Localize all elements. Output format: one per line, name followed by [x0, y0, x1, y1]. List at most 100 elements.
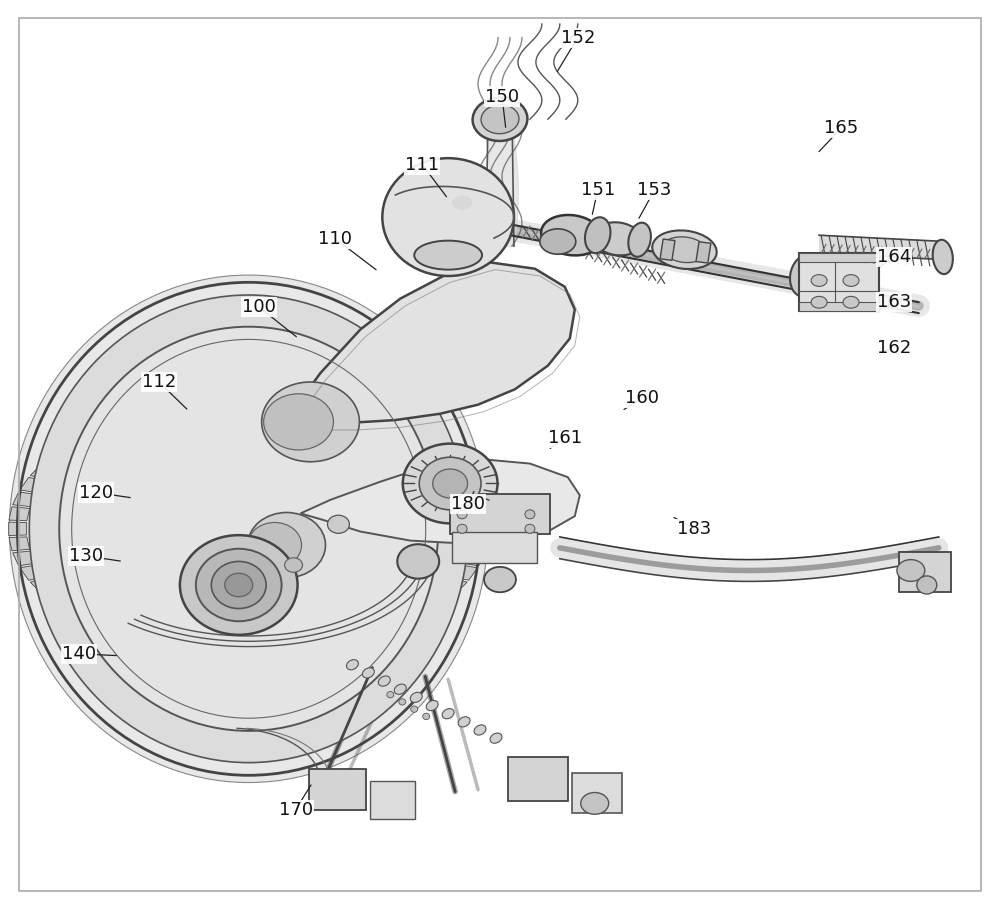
- Polygon shape: [102, 623, 132, 637]
- Ellipse shape: [474, 724, 486, 735]
- Polygon shape: [452, 564, 478, 580]
- Ellipse shape: [452, 195, 472, 210]
- Ellipse shape: [327, 515, 349, 534]
- Bar: [660, 239, 675, 260]
- Ellipse shape: [484, 567, 516, 593]
- Ellipse shape: [225, 574, 253, 597]
- Polygon shape: [291, 642, 318, 654]
- Ellipse shape: [378, 676, 390, 686]
- Bar: [572, 773, 622, 814]
- Ellipse shape: [285, 558, 303, 573]
- Polygon shape: [80, 429, 110, 445]
- Ellipse shape: [897, 560, 925, 582]
- Polygon shape: [452, 477, 478, 493]
- Ellipse shape: [811, 275, 827, 286]
- Bar: [899, 553, 951, 593]
- Ellipse shape: [457, 510, 467, 519]
- Ellipse shape: [581, 793, 609, 814]
- Polygon shape: [317, 637, 346, 651]
- Ellipse shape: [59, 326, 438, 731]
- Ellipse shape: [426, 701, 438, 711]
- Polygon shape: [20, 564, 45, 580]
- Bar: [309, 769, 366, 810]
- Polygon shape: [425, 591, 453, 607]
- Ellipse shape: [662, 237, 707, 263]
- Ellipse shape: [811, 296, 827, 308]
- Ellipse shape: [362, 668, 374, 678]
- Ellipse shape: [382, 158, 514, 276]
- Polygon shape: [342, 413, 371, 427]
- Bar: [370, 781, 415, 819]
- Polygon shape: [291, 263, 575, 423]
- Ellipse shape: [457, 524, 467, 534]
- Bar: [696, 242, 711, 263]
- Polygon shape: [30, 578, 57, 594]
- Bar: [799, 254, 879, 263]
- Polygon shape: [342, 631, 371, 644]
- Polygon shape: [407, 603, 437, 618]
- Polygon shape: [61, 603, 90, 618]
- Polygon shape: [462, 492, 485, 506]
- Polygon shape: [468, 507, 488, 521]
- Ellipse shape: [387, 692, 394, 698]
- Ellipse shape: [481, 105, 519, 134]
- Ellipse shape: [652, 230, 717, 269]
- Polygon shape: [61, 439, 90, 455]
- Text: 140: 140: [62, 644, 96, 663]
- Polygon shape: [207, 645, 233, 656]
- Polygon shape: [462, 551, 485, 565]
- Polygon shape: [152, 407, 181, 421]
- Ellipse shape: [262, 382, 359, 462]
- Bar: [799, 303, 879, 311]
- Ellipse shape: [628, 223, 651, 256]
- Ellipse shape: [414, 241, 482, 270]
- Ellipse shape: [540, 229, 576, 255]
- Ellipse shape: [843, 275, 859, 286]
- Ellipse shape: [346, 660, 358, 670]
- Text: 111: 111: [405, 155, 439, 174]
- Ellipse shape: [180, 535, 298, 634]
- Ellipse shape: [394, 684, 406, 694]
- Text: 130: 130: [69, 547, 103, 565]
- Text: 180: 180: [451, 495, 485, 514]
- Ellipse shape: [248, 513, 325, 578]
- Text: 160: 160: [625, 389, 659, 407]
- Polygon shape: [102, 420, 132, 435]
- Polygon shape: [264, 645, 290, 656]
- Text: 100: 100: [242, 298, 276, 315]
- Polygon shape: [365, 623, 395, 637]
- Ellipse shape: [397, 544, 439, 579]
- Text: 162: 162: [877, 338, 911, 356]
- Ellipse shape: [403, 444, 498, 524]
- Polygon shape: [207, 402, 233, 413]
- Ellipse shape: [433, 469, 468, 498]
- Text: 152: 152: [561, 29, 595, 46]
- Text: 151: 151: [581, 181, 615, 199]
- Ellipse shape: [196, 549, 282, 621]
- Ellipse shape: [525, 510, 535, 519]
- Ellipse shape: [525, 524, 535, 534]
- Polygon shape: [9, 537, 30, 551]
- Polygon shape: [13, 551, 36, 565]
- Ellipse shape: [411, 706, 418, 713]
- Polygon shape: [387, 613, 417, 629]
- Polygon shape: [179, 404, 207, 415]
- Polygon shape: [9, 522, 27, 535]
- Polygon shape: [387, 429, 417, 445]
- Polygon shape: [126, 413, 156, 427]
- Polygon shape: [236, 401, 261, 411]
- Ellipse shape: [593, 223, 642, 255]
- Text: 164: 164: [877, 248, 911, 266]
- Ellipse shape: [917, 576, 937, 594]
- Ellipse shape: [843, 296, 859, 308]
- Text: 120: 120: [79, 484, 113, 502]
- Polygon shape: [80, 613, 110, 629]
- Text: 165: 165: [824, 119, 858, 137]
- Bar: [799, 254, 879, 311]
- Ellipse shape: [423, 714, 430, 720]
- Ellipse shape: [9, 275, 488, 783]
- Bar: [508, 757, 568, 801]
- Polygon shape: [236, 647, 261, 656]
- Text: 183: 183: [677, 520, 712, 538]
- Ellipse shape: [933, 240, 953, 275]
